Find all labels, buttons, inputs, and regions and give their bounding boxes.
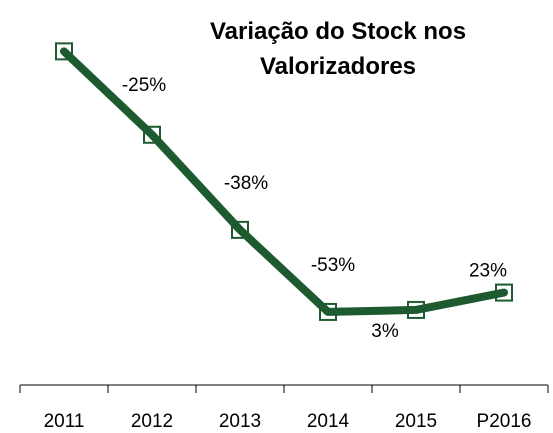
x-tick-label: 2012	[131, 411, 173, 432]
data-line	[60, 47, 508, 316]
point-marker	[231, 220, 249, 239]
point-marker	[319, 302, 337, 321]
chart-title: Variação do Stock nos Valorizadores	[209, 18, 467, 80]
point-marker	[407, 300, 425, 319]
change-label: 23%	[469, 261, 507, 282]
x-tick-label: 2015	[395, 411, 437, 432]
point-marker	[143, 125, 161, 144]
x-tick-label: 2013	[219, 411, 261, 432]
x-tick-label: 2011	[44, 411, 85, 432]
change-label: -25%	[122, 75, 166, 96]
change-label: 3%	[371, 321, 399, 342]
change-label: -53%	[311, 255, 355, 276]
point-marker	[495, 283, 513, 302]
point-marker	[55, 42, 73, 61]
change-label: -38%	[224, 173, 268, 194]
x-tick-label: 2014	[307, 411, 350, 432]
x-tick-label: P2016	[477, 411, 532, 432]
